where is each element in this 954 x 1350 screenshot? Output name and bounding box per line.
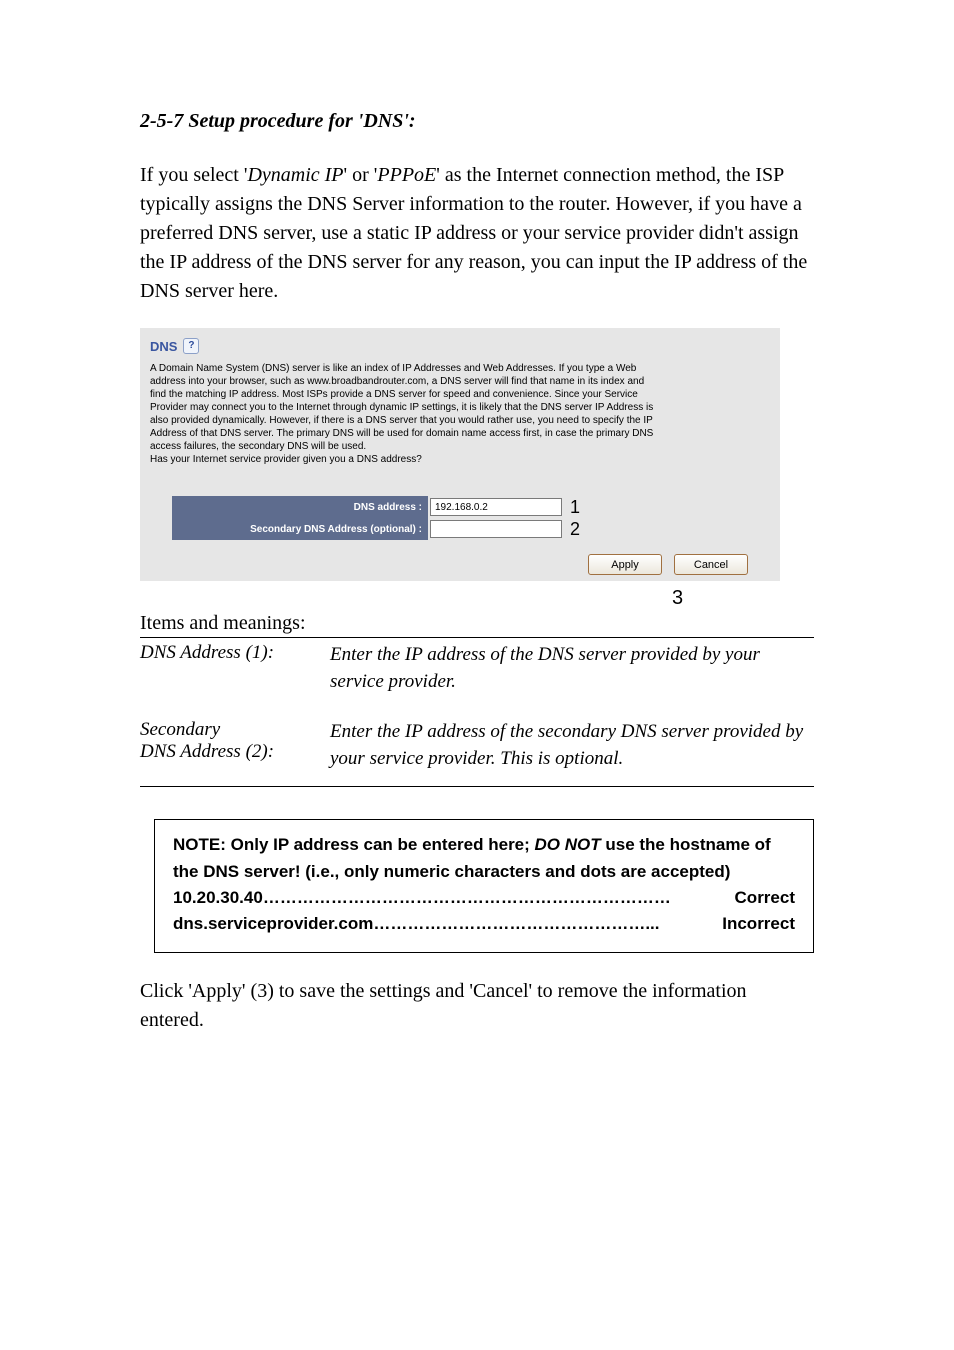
dns-address-input[interactable]: [430, 498, 562, 516]
panel-desc-line: Provider may connect you to the Internet…: [150, 401, 770, 414]
def-term: Secondary DNS Address (2):: [140, 719, 330, 772]
apply-button[interactable]: Apply: [588, 554, 662, 575]
def-desc: Enter the IP address of the DNS server p…: [330, 642, 814, 695]
note-donot: DO NOT: [535, 835, 601, 854]
secondary-dns-input[interactable]: [430, 520, 562, 538]
cancel-button[interactable]: Cancel: [674, 554, 748, 575]
def-term: DNS Address (1):: [140, 642, 330, 695]
note-example-value: dns.serviceprovider.com: [173, 911, 373, 937]
panel-desc-line: also provided dynamically. However, if t…: [150, 414, 770, 427]
def-desc: Enter the IP address of the secondary DN…: [330, 719, 814, 772]
panel-desc-line: Address of that DNS server. The primary …: [150, 427, 770, 440]
panel-desc-line: A Domain Name System (DNS) server is lik…: [150, 362, 770, 375]
callout-marker-3: 3: [140, 587, 814, 610]
items-heading: Items and meanings:: [140, 612, 814, 635]
intro-paragraph: If you select 'Dynamic IP' or 'PPPoE' as…: [140, 161, 814, 306]
note-example-verdict: Correct: [735, 885, 795, 911]
note-example-verdict: Incorrect: [722, 911, 795, 937]
section-heading: 2-5-7 Setup procedure for 'DNS':: [140, 110, 814, 133]
panel-desc-line: find the matching IP address. Most ISPs …: [150, 388, 770, 401]
intro-pppoe: PPPoE: [377, 164, 436, 186]
dns-address-label: DNS address :: [172, 496, 428, 518]
note-text: NOTE: Only IP address can be entered her…: [173, 835, 535, 854]
panel-title: DNS: [150, 339, 177, 354]
intro-text: If you select ': [140, 164, 247, 186]
panel-desc-line: access failures, the secondary DNS will …: [150, 440, 770, 453]
callout-marker-2: 2: [570, 519, 592, 540]
note-example-value: 10.20.30.40: [173, 885, 263, 911]
intro-dynamic-ip: Dynamic IP: [247, 164, 343, 186]
note-dots: …………………………………………...: [373, 911, 722, 937]
panel-desc-line: Has your Internet service provider given…: [150, 453, 770, 466]
secondary-dns-label: Secondary DNS Address (optional) :: [172, 518, 428, 540]
callout-marker-1: 1: [570, 497, 592, 518]
panel-description: A Domain Name System (DNS) server is lik…: [140, 362, 780, 472]
note-dots: ………………………………………………………………: [263, 885, 735, 911]
panel-desc-line: address into your browser, such as www.b…: [150, 375, 770, 388]
help-icon[interactable]: ?: [183, 338, 199, 354]
closing-paragraph: Click 'Apply' (3) to save the settings a…: [140, 977, 814, 1035]
dns-config-panel: DNS ? A Domain Name System (DNS) server …: [140, 328, 780, 581]
definitions-block: DNS Address (1): Enter the IP address of…: [140, 637, 814, 787]
intro-text: ' or ': [344, 164, 378, 186]
note-box: NOTE: Only IP address can be entered her…: [154, 819, 814, 952]
